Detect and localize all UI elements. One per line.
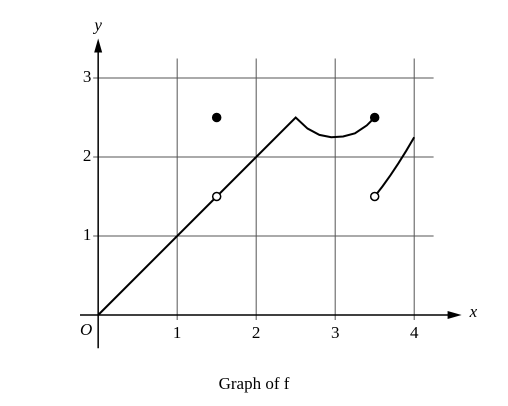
x-tick-label: 3 (331, 323, 340, 342)
curve (97, 116, 416, 316)
y-tick-label: 1 (83, 225, 92, 244)
filled-point (211, 112, 222, 123)
x-tick-label: 2 (252, 323, 261, 342)
y-tick-label: 3 (83, 67, 92, 86)
filled-point (369, 112, 380, 123)
origin-label: O (80, 320, 92, 339)
x-axis-label: x (469, 302, 478, 321)
open-point (211, 191, 222, 202)
y-tick-label: 2 (83, 146, 92, 165)
y-axis-label: y (92, 15, 102, 34)
x-axis-arrow (447, 311, 462, 320)
y-axis-arrow (94, 38, 103, 53)
open-point (369, 191, 380, 202)
x-tick-label: 4 (410, 323, 419, 342)
x-tick-label: 1 (173, 323, 182, 342)
caption: Graph of f (219, 374, 290, 393)
